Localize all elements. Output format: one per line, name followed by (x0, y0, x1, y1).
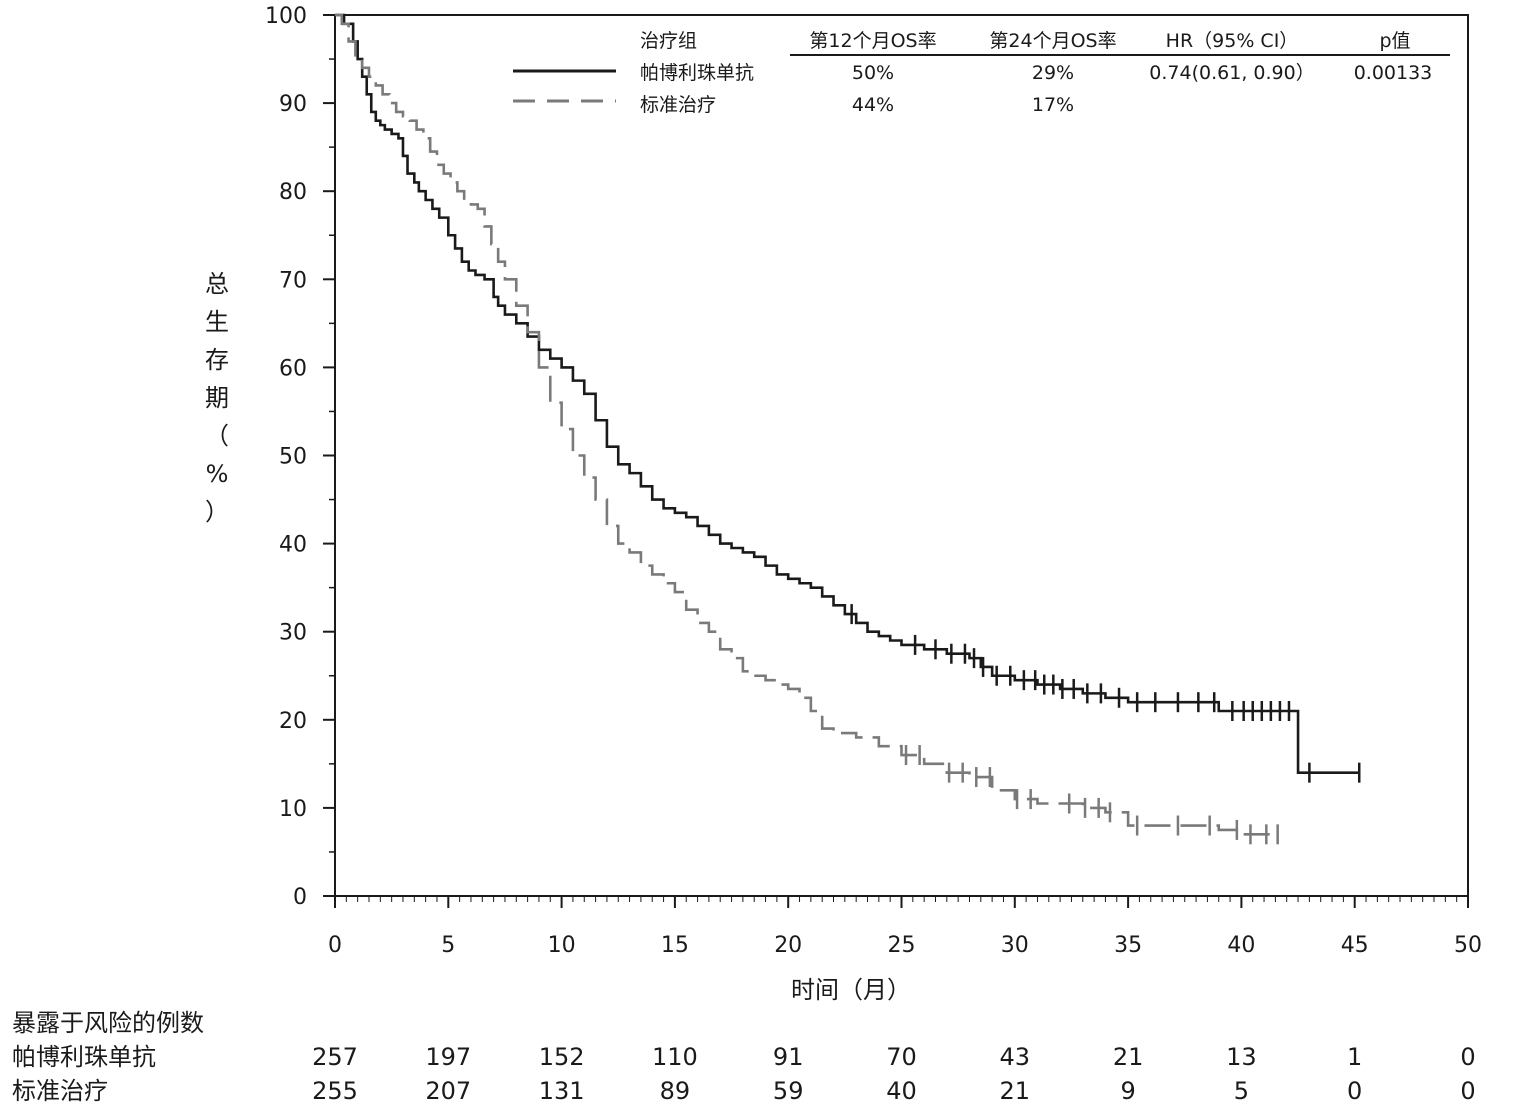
risk-table-title: 暴露于风险的例数 (12, 1009, 204, 1037)
legend-row2-name: 标准治疗 (640, 94, 716, 116)
survival-curves (335, 13, 1360, 836)
y-tick-label: 100 (265, 4, 307, 29)
risk-count-pembrolizumab: 197 (425, 1043, 471, 1071)
risk-count-standard: 21 (1000, 1077, 1031, 1105)
y-axis-title-char: （ (205, 422, 229, 450)
x-axis-title: 时间（月） (791, 976, 911, 1004)
risk-count-standard: 207 (425, 1077, 471, 1105)
x-tick-label: 30 (1001, 933, 1029, 958)
risk-count-pembrolizumab: 152 (539, 1043, 585, 1071)
censor-marks (850, 604, 1361, 845)
risk-count-pembrolizumab: 43 (1000, 1043, 1031, 1071)
x-tick-label: 5 (441, 933, 455, 958)
x-tick-label: 50 (1454, 933, 1482, 958)
y-axis-title-char: 期 (205, 384, 229, 412)
y-axis-title-char: 存 (205, 346, 229, 374)
y-tick-label: 40 (279, 533, 307, 558)
risk-count-standard: 9 (1120, 1077, 1135, 1105)
risk-count-pembrolizumab: 0 (1460, 1043, 1475, 1071)
y-tick-label: 10 (279, 797, 307, 822)
risk-count-pembrolizumab: 91 (773, 1043, 804, 1071)
risk-count-pembrolizumab: 1 (1347, 1043, 1362, 1071)
y-tick-labels: 0 10 20 30 40 50 60 70 80 90 100 (265, 4, 307, 910)
x-tick-label: 0 (328, 933, 342, 958)
legend-header-p: p值 (1379, 30, 1410, 52)
legend-header-group: 治疗组 (640, 30, 697, 52)
legend-header-hr: HR（95% CI） (1166, 30, 1299, 52)
legend-row1-os24: 29% (1032, 62, 1074, 84)
y-axis-title-char: % (206, 460, 229, 488)
y-tick-label: 80 (279, 180, 307, 205)
legend-row2-os12: 44% (852, 94, 894, 116)
x-tick-label: 35 (1114, 933, 1142, 958)
risk-row-label-standard: 标准治疗 (12, 1077, 108, 1105)
risk-count-standard: 131 (539, 1077, 585, 1105)
legend-row1-hr: 0.74(0.61, 0.90） (1149, 62, 1314, 84)
legend-row1-p: 0.00133 (1354, 62, 1433, 84)
risk-count-standard: 59 (773, 1077, 804, 1105)
x-tick-labels: 0 5 10 15 20 25 30 35 40 45 50 (328, 933, 1482, 958)
x-tick-label: 15 (661, 933, 689, 958)
y-tick-label: 0 (293, 885, 307, 910)
risk-count-standard: 89 (660, 1077, 691, 1105)
risk-count-standard: 255 (312, 1077, 358, 1105)
risk-table: 暴露于风险的例数 帕博利珠单抗 标准治疗 257 197 152 110 91 70 43 2… (12, 1009, 1476, 1105)
risk-count-pembrolizumab: 70 (886, 1043, 917, 1071)
x-tick-label: 45 (1341, 933, 1369, 958)
y-tick-label: 70 (279, 268, 307, 293)
risk-count-standard: 0 (1347, 1077, 1362, 1105)
risk-count-pembrolizumab: 21 (1113, 1043, 1144, 1071)
risk-count-standard: 40 (886, 1077, 917, 1105)
y-tick-label: 30 (279, 621, 307, 646)
y-tick-label: 50 (279, 445, 307, 470)
risk-count-pembrolizumab: 13 (1226, 1043, 1257, 1071)
legend-row1-name: 帕博利珠单抗 (640, 62, 754, 84)
risk-count-pembrolizumab: 257 (312, 1043, 358, 1071)
x-tick-label: 25 (888, 933, 916, 958)
legend-header-os24: 第24个月OS率 (989, 30, 1116, 52)
legend-header-os12: 第12个月OS率 (809, 30, 936, 52)
axis-ticks (323, 14, 1469, 908)
x-tick-label: 40 (1227, 933, 1255, 958)
legend-row1-os12: 50% (852, 62, 894, 84)
curve-standard (335, 13, 1278, 836)
y-axis-title-char: ） (205, 498, 229, 526)
y-tick-label: 60 (279, 356, 307, 381)
risk-count-standard: 5 (1234, 1077, 1249, 1105)
legend: 治疗组 第12个月OS率 第24个月OS率 HR（95% CI） p值 帕博利珠… (513, 30, 1450, 116)
x-tick-label: 10 (548, 933, 576, 958)
y-axis-title-char: 生 (205, 308, 229, 336)
curve-pembrolizumab (335, 13, 1360, 774)
y-axis-title-char: 总 (205, 270, 229, 298)
risk-count-pembrolizumab: 110 (652, 1043, 698, 1071)
x-tick-label: 20 (774, 933, 802, 958)
risk-row-label-pembro: 帕博利珠单抗 (12, 1043, 156, 1071)
y-tick-label: 20 (279, 709, 307, 734)
legend-row2-os24: 17% (1032, 94, 1074, 116)
risk-count-standard: 0 (1460, 1077, 1475, 1105)
y-tick-label: 90 (279, 92, 307, 117)
